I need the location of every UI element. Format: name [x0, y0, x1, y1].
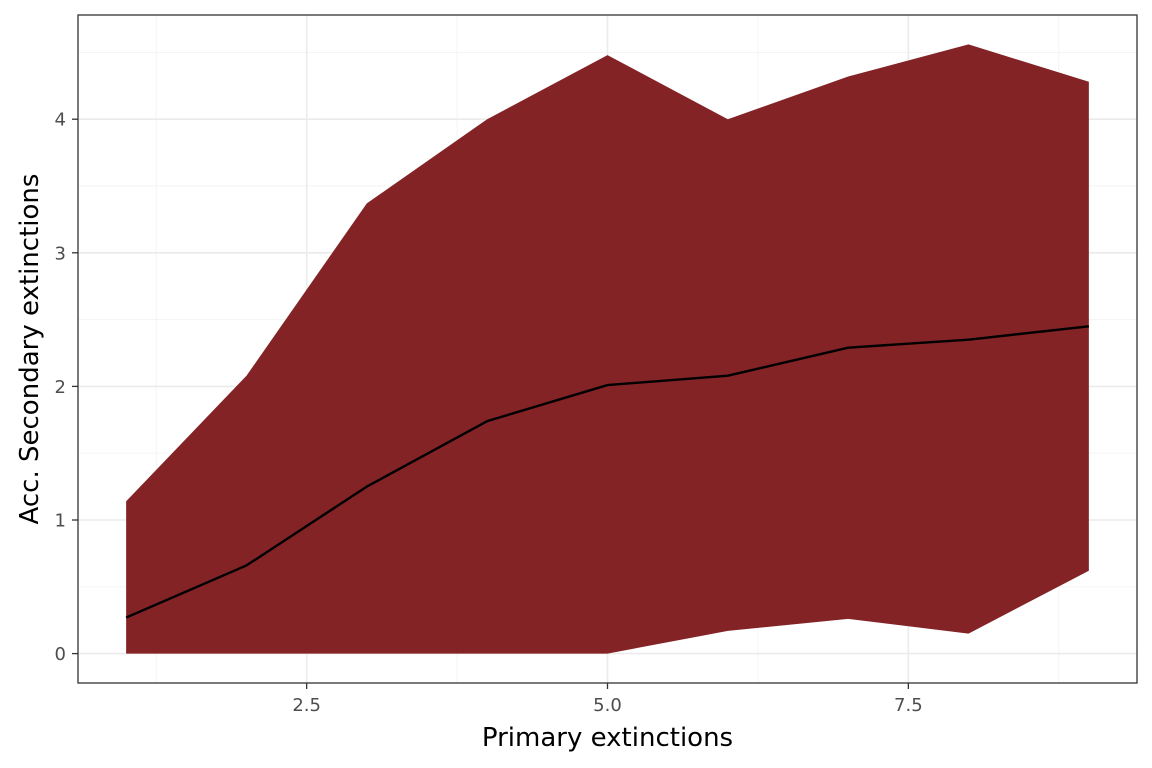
y-axis-ticks: 0 1 2 3 4 [55, 110, 78, 665]
y-tick-label: 2 [55, 377, 66, 398]
mean-line [125, 325, 1089, 619]
y-tick-label: 4 [55, 110, 66, 131]
y-axis-title: Acc. Secondary extinctions [15, 174, 45, 525]
x-axis-title: Primary extinctions [482, 723, 733, 753]
x-tick-label: 5.0 [593, 695, 622, 716]
y-tick-label: 3 [55, 243, 66, 264]
y-tick-label: 0 [55, 644, 66, 665]
x-axis-ticks: 2.5 5.0 7.5 [292, 683, 923, 716]
data-layer [125, 44, 1089, 654]
y-tick-label: 1 [55, 511, 66, 532]
x-tick-label: 7.5 [894, 695, 923, 716]
confidence-ribbon [126, 44, 1089, 654]
x-tick-label: 2.5 [292, 695, 321, 716]
